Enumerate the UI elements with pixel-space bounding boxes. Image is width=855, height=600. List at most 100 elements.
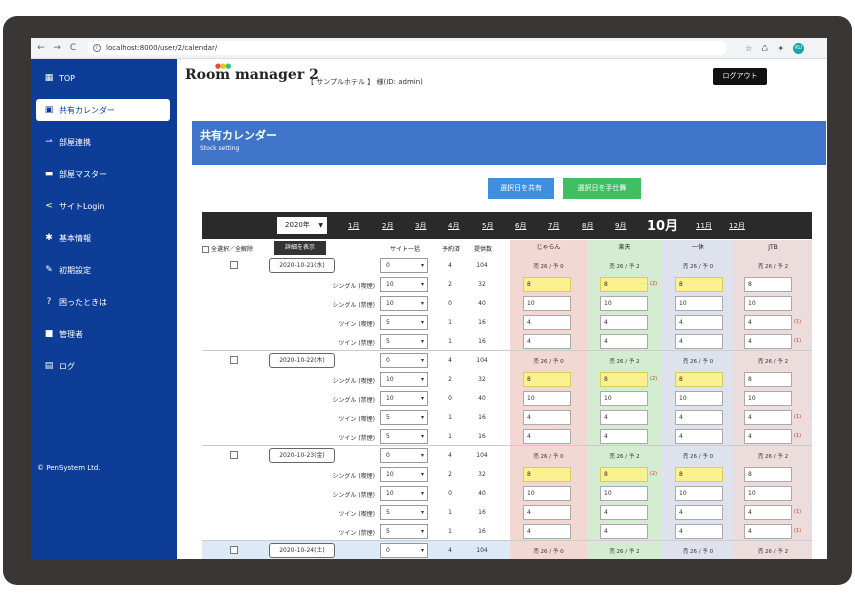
day-checkbox[interactable] <box>230 356 238 364</box>
month-link-2[interactable]: 2月 <box>382 222 394 230</box>
room-select[interactable]: 10 ▾ <box>380 486 428 501</box>
sidebar-item-1[interactable]: ▣ 共有カレンダー <box>36 99 170 121</box>
room-select[interactable]: 10 ▾ <box>380 372 428 387</box>
info-icon[interactable]: i <box>93 44 101 52</box>
stock-input[interactable]: 4 <box>523 334 571 349</box>
stock-input[interactable]: 10 <box>744 391 792 406</box>
sidebar-item-6[interactable]: ✎ 初期設定 <box>36 259 170 281</box>
month-link-4[interactable]: 4月 <box>448 222 460 230</box>
stock-input[interactable]: 4 <box>675 334 723 349</box>
sidebar-item-7[interactable]: ? 困ったときは <box>36 291 170 313</box>
stock-input[interactable]: 10 <box>744 486 792 501</box>
sidebar-item-5[interactable]: ✱ 基本情報 <box>36 227 170 249</box>
address-bar[interactable]: i localhost:8000/user/2/calendar/ <box>87 41 727 55</box>
sidebar-item-0[interactable]: ▦ TOP <box>36 67 170 89</box>
sidebar-item-9[interactable]: ▤ ログ <box>36 355 170 377</box>
stock-input[interactable]: 8 <box>523 467 571 482</box>
stock-input[interactable]: 8 <box>523 277 571 292</box>
profile-avatar[interactable]: KU <box>793 42 805 54</box>
stock-input[interactable]: 4 <box>523 429 571 444</box>
stock-input[interactable]: 4 <box>600 410 648 425</box>
stock-input[interactable]: 4 <box>600 524 648 539</box>
reload-icon[interactable]: C <box>69 43 77 53</box>
extension-icon[interactable]: ✦ <box>777 43 785 53</box>
date-button[interactable]: 2020-10-24(土) <box>269 543 335 558</box>
stock-input[interactable]: 10 <box>675 391 723 406</box>
stock-input[interactable]: 4 <box>675 505 723 520</box>
stock-input[interactable]: 4 <box>523 410 571 425</box>
site-all-select[interactable]: 0 ▾ <box>380 353 428 368</box>
date-button[interactable]: 2020-10-21(水) <box>269 258 335 273</box>
stock-input[interactable]: 10 <box>523 391 571 406</box>
close-selected-button[interactable]: 選択日を手仕舞 <box>563 178 641 199</box>
stock-input[interactable]: 8 <box>675 467 723 482</box>
stock-input[interactable]: 4 <box>600 334 648 349</box>
stock-input[interactable]: 8 <box>675 277 723 292</box>
month-link-6[interactable]: 6月 <box>515 222 527 230</box>
sidebar-item-4[interactable]: < サイトLogin <box>36 195 170 217</box>
stock-input[interactable]: 8 <box>744 467 792 482</box>
day-checkbox[interactable] <box>230 451 238 459</box>
month-link-7[interactable]: 7月 <box>548 222 560 230</box>
month-link-11[interactable]: 11月 <box>696 222 712 230</box>
year-select[interactable]: 2020年 ▼ <box>277 217 327 234</box>
stock-input[interactable]: 8 <box>675 372 723 387</box>
room-select[interactable]: 5 ▾ <box>380 315 428 330</box>
sidebar-item-8[interactable]: ■ 管理者 <box>36 323 170 345</box>
show-detail-button[interactable]: 詳細を表示 <box>274 241 326 255</box>
stock-input[interactable]: 4 <box>675 524 723 539</box>
month-link-1[interactable]: 1月 <box>348 222 360 230</box>
stock-input[interactable]: 4 <box>744 524 792 539</box>
logout-button[interactable]: ログアウト <box>713 68 767 85</box>
stock-input[interactable]: 4 <box>600 505 648 520</box>
room-select[interactable]: 10 ▾ <box>380 391 428 406</box>
stock-input[interactable]: 8 <box>600 372 648 387</box>
stock-input[interactable]: 4 <box>675 429 723 444</box>
stock-input[interactable]: 4 <box>523 315 571 330</box>
stock-input[interactable]: 4 <box>523 505 571 520</box>
day-checkbox[interactable] <box>230 546 238 554</box>
stock-input[interactable]: 4 <box>744 334 792 349</box>
stock-input[interactable]: 8 <box>744 277 792 292</box>
date-button[interactable]: 2020-10-22(木) <box>269 353 335 368</box>
stock-input[interactable]: 8 <box>523 372 571 387</box>
room-select[interactable]: 5 ▾ <box>380 505 428 520</box>
stock-input[interactable]: 4 <box>675 410 723 425</box>
room-select[interactable]: 5 ▾ <box>380 410 428 425</box>
stock-input[interactable]: 4 <box>744 410 792 425</box>
stock-input[interactable]: 4 <box>744 505 792 520</box>
stock-input[interactable]: 4 <box>744 429 792 444</box>
stock-input[interactable]: 4 <box>523 524 571 539</box>
stock-input[interactable]: 4 <box>600 315 648 330</box>
sidebar-item-3[interactable]: ▬ 部屋マスター <box>36 163 170 185</box>
stock-input[interactable]: 10 <box>675 486 723 501</box>
back-arrow-icon[interactable]: ← <box>37 43 45 53</box>
share-selected-button[interactable]: 選択日を共有 <box>488 178 554 199</box>
stock-input[interactable]: 10 <box>744 296 792 311</box>
select-all-checkbox[interactable]: 全選択／全解除 <box>202 244 253 253</box>
stock-input[interactable]: 8 <box>600 467 648 482</box>
star-icon[interactable]: ☆ <box>745 43 753 53</box>
stock-input[interactable]: 4 <box>675 315 723 330</box>
month-link-9[interactable]: 9月 <box>615 222 627 230</box>
site-all-select[interactable]: 0 ▾ <box>380 543 428 558</box>
stock-input[interactable]: 10 <box>600 391 648 406</box>
stock-input[interactable]: 10 <box>523 296 571 311</box>
room-select[interactable]: 10 ▾ <box>380 277 428 292</box>
room-select[interactable]: 5 ▾ <box>380 429 428 444</box>
stock-input[interactable]: 10 <box>600 296 648 311</box>
month-link-8[interactable]: 8月 <box>582 222 594 230</box>
room-select[interactable]: 10 ▾ <box>380 467 428 482</box>
room-select[interactable]: 10 ▾ <box>380 296 428 311</box>
stock-input[interactable]: 8 <box>744 372 792 387</box>
stock-input[interactable]: 8 <box>600 277 648 292</box>
site-all-select[interactable]: 0 ▾ <box>380 448 428 463</box>
stock-input[interactable]: 10 <box>675 296 723 311</box>
sidebar-item-2[interactable]: ⇀ 部屋連携 <box>36 131 170 153</box>
room-select[interactable]: 5 ▾ <box>380 334 428 349</box>
month-link-5[interactable]: 5月 <box>482 222 494 230</box>
month-link-12[interactable]: 12月 <box>729 222 745 230</box>
forward-arrow-icon[interactable]: → <box>53 43 61 53</box>
room-select[interactable]: 5 ▾ <box>380 524 428 539</box>
site-all-select[interactable]: 0 ▾ <box>380 258 428 273</box>
